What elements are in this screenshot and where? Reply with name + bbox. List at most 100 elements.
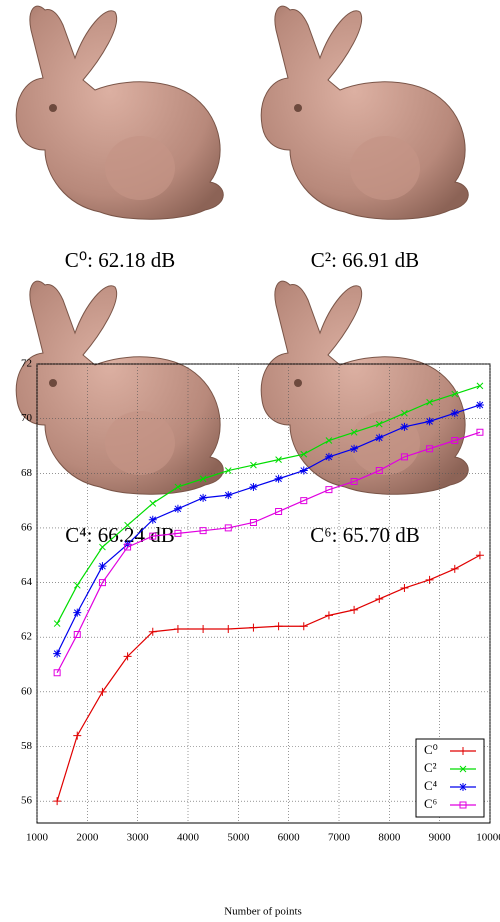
legend-label: C⁰ bbox=[424, 742, 438, 757]
data-point bbox=[350, 477, 358, 485]
data-point bbox=[224, 524, 232, 532]
data-point bbox=[324, 452, 333, 461]
data-point bbox=[350, 444, 359, 453]
data-point bbox=[98, 562, 107, 571]
data-point bbox=[325, 437, 333, 444]
data-point bbox=[425, 417, 434, 426]
data-point bbox=[53, 649, 62, 658]
caption: C²: 66.91 dB bbox=[311, 248, 419, 272]
legend-marker bbox=[459, 783, 467, 791]
data-point bbox=[325, 486, 333, 494]
data-point bbox=[124, 543, 132, 551]
data-point bbox=[400, 584, 409, 593]
data-point bbox=[173, 625, 182, 634]
data-point bbox=[324, 611, 333, 620]
data-point bbox=[375, 467, 383, 475]
legend-label: C⁴ bbox=[424, 778, 438, 793]
legend-marker bbox=[459, 747, 467, 755]
data-point bbox=[249, 518, 257, 526]
data-point bbox=[275, 456, 282, 463]
data-point bbox=[249, 623, 258, 632]
plot-frame bbox=[36, 363, 491, 824]
caption: C⁶: 65.70 dB bbox=[310, 523, 419, 547]
y-tick-label: 56 bbox=[21, 795, 33, 807]
data-point bbox=[224, 491, 233, 500]
x-tick-label: 4000 bbox=[177, 832, 200, 844]
bunny-image bbox=[15, 5, 224, 220]
data-point bbox=[199, 493, 208, 502]
y-tick-label: 70 bbox=[21, 412, 33, 424]
data-point bbox=[401, 409, 408, 417]
data-point bbox=[300, 497, 308, 505]
data-point bbox=[73, 608, 82, 617]
legend-label: C² bbox=[424, 760, 437, 775]
data-point bbox=[149, 499, 157, 507]
x-tick-label: 9000 bbox=[429, 832, 452, 844]
data-point bbox=[450, 564, 459, 573]
bunny-image bbox=[260, 280, 469, 495]
y-tick-label: 68 bbox=[21, 467, 33, 479]
bunny-image bbox=[260, 5, 469, 220]
data-point bbox=[224, 625, 233, 634]
data-point bbox=[275, 508, 283, 516]
series-line bbox=[56, 431, 481, 674]
y-tick-label: 66 bbox=[21, 521, 33, 533]
caption: C⁴: 66.24 dB bbox=[65, 523, 174, 547]
data-point bbox=[224, 467, 232, 474]
data-point bbox=[300, 450, 308, 458]
data-point bbox=[476, 428, 484, 436]
data-point bbox=[73, 630, 81, 638]
data-point bbox=[99, 543, 106, 551]
y-tick-label: 72 bbox=[21, 358, 32, 370]
data-point bbox=[173, 504, 182, 513]
y-tick-label: 64 bbox=[21, 576, 33, 588]
data-point bbox=[299, 622, 308, 631]
y-tick-label: 60 bbox=[21, 685, 33, 697]
data-point bbox=[451, 390, 459, 398]
data-point bbox=[274, 474, 283, 483]
data-point bbox=[199, 475, 207, 483]
data-point bbox=[350, 428, 358, 436]
data-point bbox=[53, 620, 61, 627]
x-tick-label: 3000 bbox=[127, 832, 150, 844]
x-tick-label: 2000 bbox=[76, 832, 99, 844]
data-point bbox=[375, 433, 384, 442]
data-point bbox=[476, 382, 484, 390]
series-line bbox=[56, 385, 481, 624]
data-point bbox=[123, 652, 132, 661]
data-point bbox=[350, 605, 359, 614]
data-point bbox=[475, 551, 484, 560]
data-point bbox=[450, 409, 459, 418]
data-point bbox=[53, 669, 61, 677]
data-point bbox=[274, 622, 283, 631]
data-point bbox=[426, 398, 433, 406]
data-point bbox=[400, 453, 408, 461]
data-point bbox=[148, 627, 157, 636]
data-point bbox=[451, 437, 459, 444]
data-point bbox=[375, 594, 384, 603]
data-point bbox=[73, 731, 82, 740]
bunny-image bbox=[15, 280, 224, 495]
caption: C⁰: 62.18 dB bbox=[65, 248, 176, 272]
x-tick-label: 10000 bbox=[476, 832, 500, 844]
legend-label: C⁶ bbox=[424, 796, 437, 811]
data-point bbox=[149, 532, 157, 540]
data-point bbox=[425, 575, 434, 584]
x-tick-label: 7000 bbox=[328, 832, 351, 844]
data-point bbox=[375, 420, 383, 428]
legend-marker bbox=[459, 765, 467, 773]
data-point bbox=[98, 579, 106, 587]
series-line bbox=[56, 554, 481, 802]
data-point bbox=[174, 483, 182, 491]
data-point bbox=[400, 422, 409, 431]
data-point bbox=[199, 527, 207, 535]
data-point bbox=[98, 687, 107, 696]
x-tick-label: 8000 bbox=[378, 832, 401, 844]
series-line bbox=[56, 404, 481, 654]
y-tick-label: 58 bbox=[21, 740, 33, 752]
data-point bbox=[475, 400, 484, 409]
x-tick-label: 1000 bbox=[26, 832, 49, 844]
y-tick-label: 62 bbox=[21, 631, 32, 643]
data-point bbox=[250, 461, 257, 469]
